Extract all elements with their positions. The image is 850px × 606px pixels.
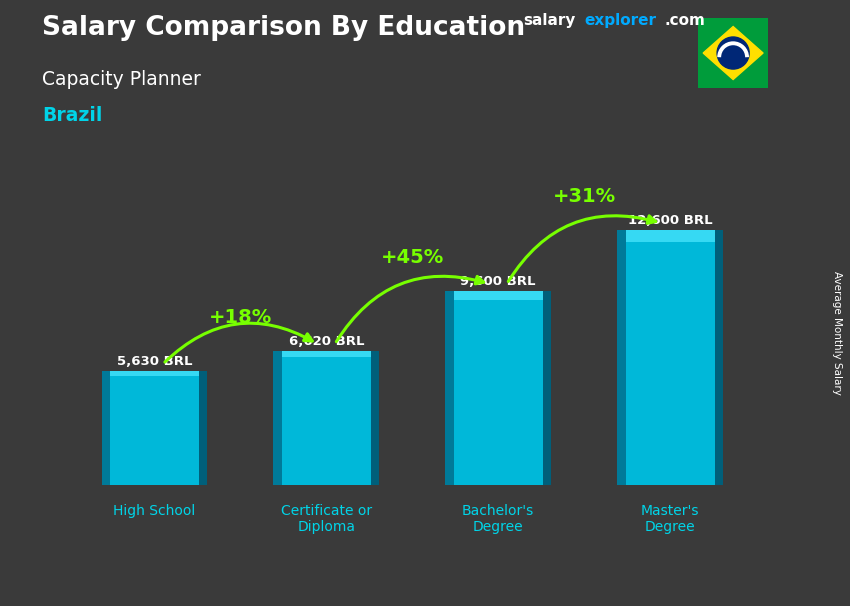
Text: Capacity Planner: Capacity Planner [42,70,201,88]
Bar [281,351,371,485]
Text: 12,600 BRL: 12,600 BRL [628,214,712,227]
Text: +45%: +45% [381,248,444,267]
Text: Average Monthly Salary: Average Monthly Salary [832,271,842,395]
Bar [715,230,723,485]
Text: Salary Comparison By Education: Salary Comparison By Education [42,15,525,41]
Bar [454,291,543,299]
Polygon shape [703,27,763,79]
Text: 5,630 BRL: 5,630 BRL [116,355,192,368]
Text: 9,600 BRL: 9,600 BRL [461,275,536,288]
Circle shape [717,37,749,69]
Bar [110,371,199,376]
Bar [199,371,207,485]
Bar [626,230,715,242]
Bar [543,291,551,485]
Bar [281,351,371,357]
Bar [274,351,281,485]
Text: salary: salary [523,13,575,28]
Bar [371,351,379,485]
Bar [101,371,110,485]
Text: Brazil: Brazil [42,106,103,125]
Bar [445,291,454,485]
Text: .com: .com [665,13,706,28]
Bar [626,230,715,485]
Bar [617,230,626,485]
Bar [454,291,543,485]
Text: 6,620 BRL: 6,620 BRL [288,335,364,348]
Text: explorer: explorer [585,13,657,28]
Text: +18%: +18% [208,308,272,327]
Text: +31%: +31% [552,187,615,206]
Bar [110,371,199,485]
